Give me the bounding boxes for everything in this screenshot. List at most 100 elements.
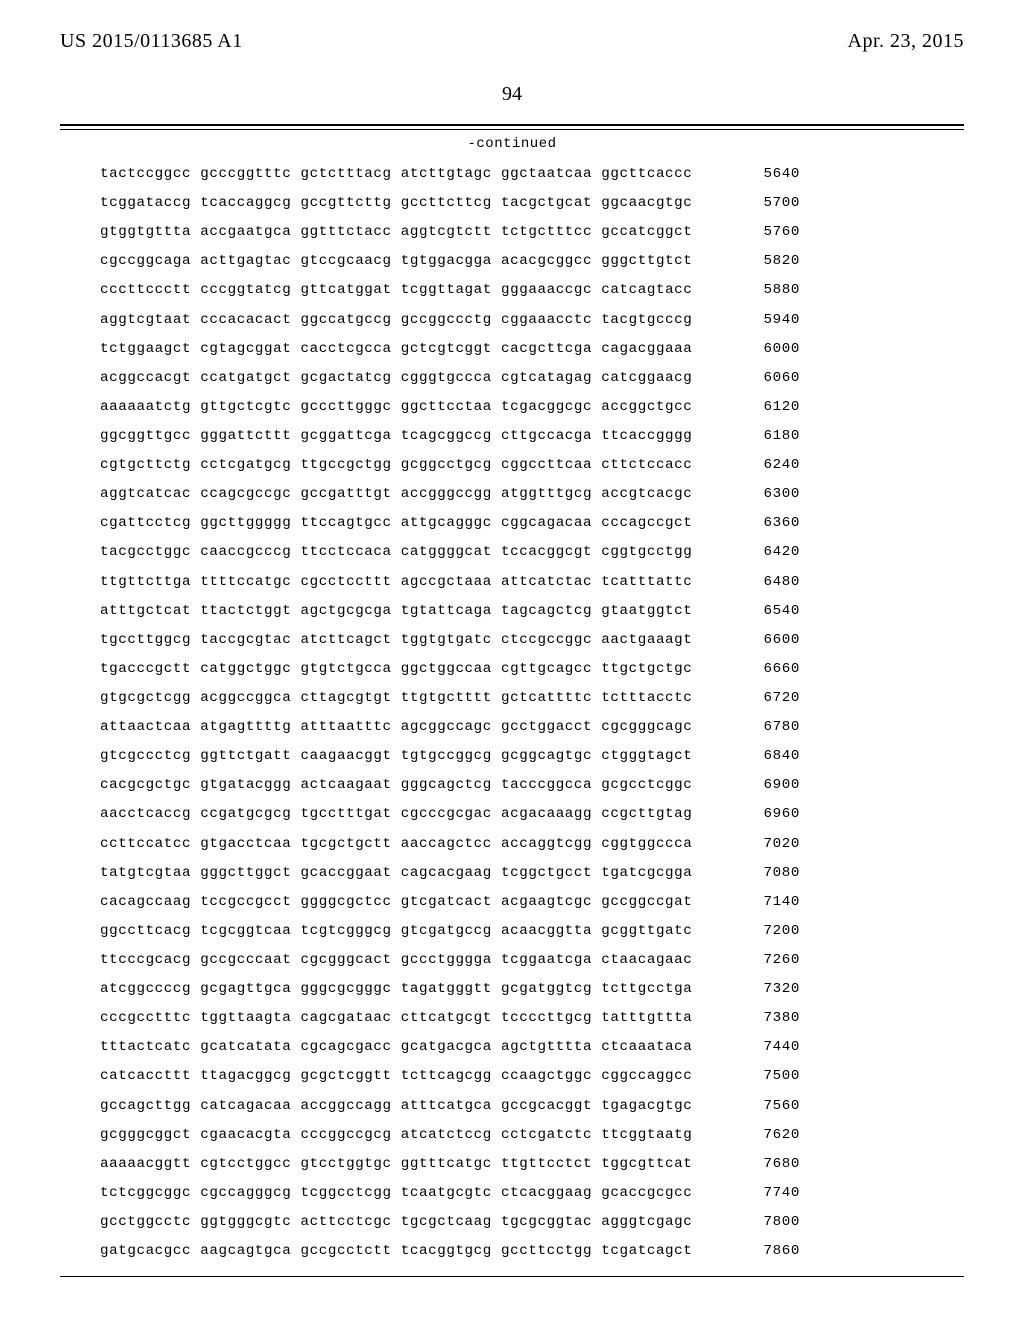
sequence-line: aggtcgtaat cccacacact ggccatgccg gccggcc…: [100, 306, 964, 335]
sequence-text: ggccttcacg tcgcggtcaa tcgtcgggcg gtcgatg…: [100, 917, 720, 946]
sequence-line: gtgcgctcgg acggccggca cttagcgtgt ttgtgct…: [100, 684, 964, 713]
sequence-position: 6900: [750, 771, 800, 800]
sequence-text: aggtcatcac ccagcgccgc gccgatttgt accgggc…: [100, 480, 720, 509]
sequence-position: 6540: [750, 597, 800, 626]
sequence-text: cacgcgctgc gtgatacggg actcaagaat gggcagc…: [100, 771, 720, 800]
sequence-text: tcggataccg tcaccaggcg gccgttcttg gccttct…: [100, 189, 720, 218]
sequence-text: tacgcctggc caaccgcccg ttcctccaca catgggg…: [100, 538, 720, 567]
sequence-position: 7440: [750, 1033, 800, 1062]
sequence-line: acggccacgt ccatgatgct gcgactatcg cgggtgc…: [100, 364, 964, 393]
sequence-position: 6780: [750, 713, 800, 742]
sequence-line: tacgcctggc caaccgcccg ttcctccaca catgggg…: [100, 538, 964, 567]
sequence-line: cacagccaag tccgccgcct ggggcgctcc gtcgatc…: [100, 888, 964, 917]
sequence-line: ttcccgcacg gccgcccaat cgcgggcact gccctgg…: [100, 946, 964, 975]
sequence-position: 5700: [750, 189, 800, 218]
sequence-position: 6300: [750, 480, 800, 509]
sequence-text: catcaccttt ttagacggcg gcgctcggtt tcttcag…: [100, 1062, 720, 1091]
publication-number: US 2015/0113685 A1: [60, 30, 243, 53]
sequence-text: gtggtgttta accgaatgca ggtttctacc aggtcgt…: [100, 218, 720, 247]
sequence-position: 6120: [750, 393, 800, 422]
sequence-position: 7260: [750, 946, 800, 975]
sequence-line: tcggataccg tcaccaggcg gccgttcttg gccttct…: [100, 189, 964, 218]
sequence-position: 7740: [750, 1179, 800, 1208]
sequence-line: gccagcttgg catcagacaa accggccagg atttcat…: [100, 1092, 964, 1121]
sequence-position: 7800: [750, 1208, 800, 1237]
sequence-text: cacagccaag tccgccgcct ggggcgctcc gtcgatc…: [100, 888, 720, 917]
sequence-line: ggccttcacg tcgcggtcaa tcgtcgggcg gtcgatg…: [100, 917, 964, 946]
sequence-line: ttgttcttga ttttccatgc cgcctccttt agccgct…: [100, 568, 964, 597]
sequence-position: 6000: [750, 335, 800, 364]
sequence-text: tctcggcggc cgccagggcg tcggcctcgg tcaatgc…: [100, 1179, 720, 1208]
sequence-position: 6840: [750, 742, 800, 771]
sequence-line: aaaaacggtt cgtcctggcc gtcctggtgc ggtttca…: [100, 1150, 964, 1179]
sequence-position: 6240: [750, 451, 800, 480]
sequence-line: tctggaagct cgtagcggat cacctcgcca gctcgtc…: [100, 335, 964, 364]
sequence-position: 6960: [750, 800, 800, 829]
sequence-line: tttactcatc gcatcatata cgcagcgacc gcatgac…: [100, 1033, 964, 1062]
top-rule: [60, 124, 964, 130]
sequence-position: 7380: [750, 1004, 800, 1033]
sequence-line: gtggtgttta accgaatgca ggtttctacc aggtcgt…: [100, 218, 964, 247]
sequence-position: 7200: [750, 917, 800, 946]
sequence-text: aaaaacggtt cgtcctggcc gtcctggtgc ggtttca…: [100, 1150, 720, 1179]
sequence-text: gcctggcctc ggtgggcgtc acttcctcgc tgcgctc…: [100, 1208, 720, 1237]
sequence-text: gtgcgctcgg acggccggca cttagcgtgt ttgtgct…: [100, 684, 720, 713]
sequence-position: 7560: [750, 1092, 800, 1121]
sequence-text: tctggaagct cgtagcggat cacctcgcca gctcgtc…: [100, 335, 720, 364]
sequence-line: tctcggcggc cgccagggcg tcggcctcgg tcaatgc…: [100, 1179, 964, 1208]
sequence-text: cccttccctt cccggtatcg gttcatggat tcggtta…: [100, 276, 720, 305]
sequence-line: tgacccgctt catggctggc gtgtctgcca ggctggc…: [100, 655, 964, 684]
sequence-text: cgccggcaga acttgagtac gtccgcaacg tgtggac…: [100, 247, 720, 276]
sequence-line: aggtcatcac ccagcgccgc gccgatttgt accgggc…: [100, 480, 964, 509]
sequence-text: ggcggttgcc gggattcttt gcggattcga tcagcgg…: [100, 422, 720, 451]
header-row: US 2015/0113685 A1 Apr. 23, 2015: [60, 30, 964, 53]
sequence-position: 7620: [750, 1121, 800, 1150]
sequence-line: atcggccccg gcgagttgca gggcgcgggc tagatgg…: [100, 975, 964, 1004]
sequence-position: 6600: [750, 626, 800, 655]
sequence-text: atttgctcat ttactctggt agctgcgcga tgtattc…: [100, 597, 720, 626]
sequence-text: tgacccgctt catggctggc gtgtctgcca ggctggc…: [100, 655, 720, 684]
sequence-line: aacctcaccg ccgatgcgcg tgcctttgat cgcccgc…: [100, 800, 964, 829]
sequence-position: 7500: [750, 1062, 800, 1091]
sequence-text: aaaaaatctg gttgctcgtc gcccttgggc ggcttcc…: [100, 393, 720, 422]
sequence-text: cgattcctcg ggcttggggg ttccagtgcc attgcag…: [100, 509, 720, 538]
sequence-text: cccgcctttc tggttaagta cagcgataac cttcatg…: [100, 1004, 720, 1033]
sequence-line: tactccggcc gcccggtttc gctctttacg atcttgt…: [100, 160, 964, 189]
sequence-line: ggcggttgcc gggattcttt gcggattcga tcagcgg…: [100, 422, 964, 451]
sequence-text: aacctcaccg ccgatgcgcg tgcctttgat cgcccgc…: [100, 800, 720, 829]
sequence-text: cgtgcttctg cctcgatgcg ttgccgctgg gcggcct…: [100, 451, 720, 480]
sequence-listing: tactccggcc gcccggtttc gctctttacg atcttgt…: [100, 160, 964, 1266]
sequence-position: 7140: [750, 888, 800, 917]
sequence-text: gcgggcggct cgaacacgta cccggccgcg atcatct…: [100, 1121, 720, 1150]
sequence-text: atcggccccg gcgagttgca gggcgcgggc tagatgg…: [100, 975, 720, 1004]
sequence-position: 5760: [750, 218, 800, 247]
sequence-line: gcctggcctc ggtgggcgtc acttcctcgc tgcgctc…: [100, 1208, 964, 1237]
sequence-text: tttactcatc gcatcatata cgcagcgacc gcatgac…: [100, 1033, 720, 1062]
sequence-position: 6060: [750, 364, 800, 393]
page: US 2015/0113685 A1 Apr. 23, 2015 94 -con…: [0, 0, 1024, 1320]
sequence-position: 6480: [750, 568, 800, 597]
sequence-line: cgtgcttctg cctcgatgcg ttgccgctgg gcggcct…: [100, 451, 964, 480]
sequence-text: gccagcttgg catcagacaa accggccagg atttcat…: [100, 1092, 720, 1121]
sequence-line: aaaaaatctg gttgctcgtc gcccttgggc ggcttcc…: [100, 393, 964, 422]
sequence-line: cccgcctttc tggttaagta cagcgataac cttcatg…: [100, 1004, 964, 1033]
continued-label: -continued: [60, 136, 964, 152]
sequence-position: 6360: [750, 509, 800, 538]
sequence-text: aggtcgtaat cccacacact ggccatgccg gccggcc…: [100, 306, 720, 335]
sequence-position: 5820: [750, 247, 800, 276]
sequence-text: tactccggcc gcccggtttc gctctttacg atcttgt…: [100, 160, 720, 189]
sequence-position: 7860: [750, 1237, 800, 1266]
sequence-position: 7680: [750, 1150, 800, 1179]
sequence-line: cacgcgctgc gtgatacggg actcaagaat gggcagc…: [100, 771, 964, 800]
sequence-text: ccttccatcc gtgacctcaa tgcgctgctt aaccagc…: [100, 830, 720, 859]
sequence-position: 5640: [750, 160, 800, 189]
sequence-text: tatgtcgtaa gggcttggct gcaccggaat cagcacg…: [100, 859, 720, 888]
sequence-line: tatgtcgtaa gggcttggct gcaccggaat cagcacg…: [100, 859, 964, 888]
sequence-position: 7020: [750, 830, 800, 859]
bottom-rule: [60, 1276, 964, 1277]
sequence-line: ccttccatcc gtgacctcaa tgcgctgctt aaccagc…: [100, 830, 964, 859]
sequence-position: 7080: [750, 859, 800, 888]
sequence-text: tgccttggcg taccgcgtac atcttcagct tggtgtg…: [100, 626, 720, 655]
sequence-position: 6420: [750, 538, 800, 567]
sequence-line: attaactcaa atgagttttg atttaatttc agcggcc…: [100, 713, 964, 742]
